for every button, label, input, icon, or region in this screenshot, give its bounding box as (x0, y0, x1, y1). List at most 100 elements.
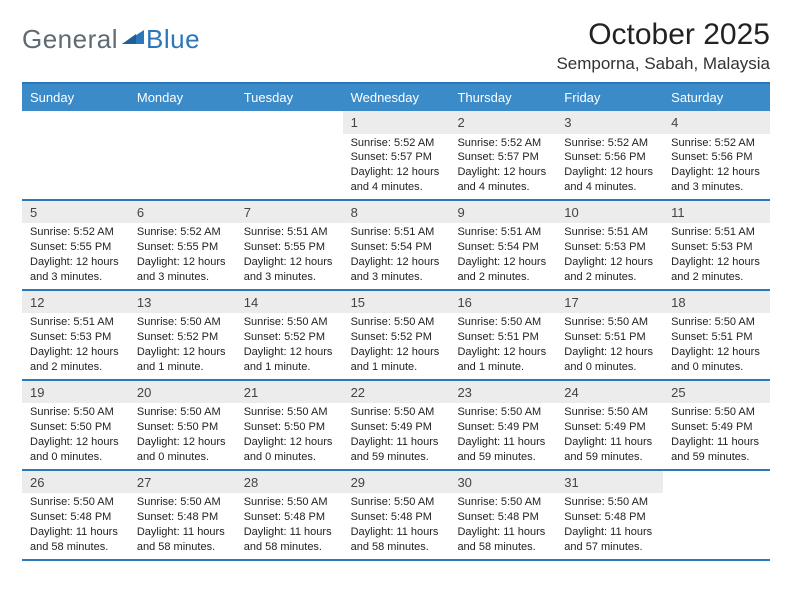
day-body: Sunrise: 5:50 AMSunset: 5:51 PMDaylight:… (663, 313, 770, 378)
day-number: 26 (22, 471, 129, 494)
sunrise-line: Sunrise: 5:51 AM (351, 225, 442, 240)
day-cell: 22Sunrise: 5:50 AMSunset: 5:49 PMDayligh… (343, 381, 450, 469)
sunrise-line: Sunrise: 5:51 AM (671, 225, 762, 240)
day-cell: 23Sunrise: 5:50 AMSunset: 5:49 PMDayligh… (449, 381, 556, 469)
week-row: 12Sunrise: 5:51 AMSunset: 5:53 PMDayligh… (22, 291, 770, 381)
day-cell: 5Sunrise: 5:52 AMSunset: 5:55 PMDaylight… (22, 201, 129, 289)
sunset-line: Sunset: 5:48 PM (564, 510, 655, 525)
sunrise-line: Sunrise: 5:50 AM (137, 315, 228, 330)
day-cell: 2Sunrise: 5:52 AMSunset: 5:57 PMDaylight… (449, 111, 556, 199)
daylight-line: Daylight: 12 hours and 1 minute. (244, 345, 335, 375)
day-number: 29 (343, 471, 450, 494)
day-cell: 18Sunrise: 5:50 AMSunset: 5:51 PMDayligh… (663, 291, 770, 379)
sunset-line: Sunset: 5:53 PM (30, 330, 121, 345)
sunset-line: Sunset: 5:55 PM (137, 240, 228, 255)
day-body: Sunrise: 5:52 AMSunset: 5:57 PMDaylight:… (343, 134, 450, 199)
sunrise-line: Sunrise: 5:50 AM (351, 405, 442, 420)
day-cell: 16Sunrise: 5:50 AMSunset: 5:51 PMDayligh… (449, 291, 556, 379)
day-body: Sunrise: 5:51 AMSunset: 5:55 PMDaylight:… (236, 223, 343, 288)
day-cell: 31Sunrise: 5:50 AMSunset: 5:48 PMDayligh… (556, 471, 663, 559)
sunrise-line: Sunrise: 5:50 AM (244, 405, 335, 420)
day-number: 12 (22, 291, 129, 314)
day-cell: . (663, 471, 770, 559)
day-body: Sunrise: 5:50 AMSunset: 5:50 PMDaylight:… (236, 403, 343, 468)
day-body: Sunrise: 5:50 AMSunset: 5:49 PMDaylight:… (343, 403, 450, 468)
day-number: 21 (236, 381, 343, 404)
day-body: Sunrise: 5:50 AMSunset: 5:48 PMDaylight:… (449, 493, 556, 558)
day-number: 1 (343, 111, 450, 134)
day-cell: 3Sunrise: 5:52 AMSunset: 5:56 PMDaylight… (556, 111, 663, 199)
day-cell: 14Sunrise: 5:50 AMSunset: 5:52 PMDayligh… (236, 291, 343, 379)
day-number: 15 (343, 291, 450, 314)
day-cell: 4Sunrise: 5:52 AMSunset: 5:56 PMDaylight… (663, 111, 770, 199)
day-cell: . (129, 111, 236, 199)
sunset-line: Sunset: 5:51 PM (457, 330, 548, 345)
daylight-line: Daylight: 11 hours and 58 minutes. (30, 525, 121, 555)
day-number: 11 (663, 201, 770, 224)
day-cell: 21Sunrise: 5:50 AMSunset: 5:50 PMDayligh… (236, 381, 343, 469)
daylight-line: Daylight: 11 hours and 57 minutes. (564, 525, 655, 555)
day-cell: 8Sunrise: 5:51 AMSunset: 5:54 PMDaylight… (343, 201, 450, 289)
sunrise-line: Sunrise: 5:50 AM (564, 315, 655, 330)
day-number: 14 (236, 291, 343, 314)
sunset-line: Sunset: 5:56 PM (564, 150, 655, 165)
day-number: 6 (129, 201, 236, 224)
day-cell: 15Sunrise: 5:50 AMSunset: 5:52 PMDayligh… (343, 291, 450, 379)
daylight-line: Daylight: 11 hours and 58 minutes. (137, 525, 228, 555)
sunrise-line: Sunrise: 5:50 AM (351, 315, 442, 330)
daylight-line: Daylight: 12 hours and 3 minutes. (671, 165, 762, 195)
daylight-line: Daylight: 12 hours and 0 minutes. (564, 345, 655, 375)
day-cell: 25Sunrise: 5:50 AMSunset: 5:49 PMDayligh… (663, 381, 770, 469)
sunset-line: Sunset: 5:52 PM (244, 330, 335, 345)
dow-label: Saturday (663, 84, 770, 111)
sunset-line: Sunset: 5:51 PM (564, 330, 655, 345)
sunrise-line: Sunrise: 5:50 AM (457, 495, 548, 510)
sunrise-line: Sunrise: 5:52 AM (137, 225, 228, 240)
day-number: 31 (556, 471, 663, 494)
dow-label: Wednesday (343, 84, 450, 111)
day-body: Sunrise: 5:50 AMSunset: 5:48 PMDaylight:… (556, 493, 663, 558)
sunset-line: Sunset: 5:55 PM (30, 240, 121, 255)
day-number: 10 (556, 201, 663, 224)
sunset-line: Sunset: 5:48 PM (244, 510, 335, 525)
day-body: Sunrise: 5:50 AMSunset: 5:50 PMDaylight:… (22, 403, 129, 468)
dow-label: Friday (556, 84, 663, 111)
sunset-line: Sunset: 5:50 PM (30, 420, 121, 435)
day-body: Sunrise: 5:52 AMSunset: 5:56 PMDaylight:… (663, 134, 770, 199)
day-body: Sunrise: 5:50 AMSunset: 5:50 PMDaylight:… (129, 403, 236, 468)
sunrise-line: Sunrise: 5:50 AM (137, 405, 228, 420)
day-number: 16 (449, 291, 556, 314)
day-number: 28 (236, 471, 343, 494)
day-cell: 27Sunrise: 5:50 AMSunset: 5:48 PMDayligh… (129, 471, 236, 559)
sunrise-line: Sunrise: 5:50 AM (244, 495, 335, 510)
daylight-line: Daylight: 11 hours and 59 minutes. (671, 435, 762, 465)
sunrise-line: Sunrise: 5:52 AM (351, 136, 442, 151)
sunset-line: Sunset: 5:53 PM (564, 240, 655, 255)
daylight-line: Daylight: 12 hours and 0 minutes. (244, 435, 335, 465)
day-body: Sunrise: 5:50 AMSunset: 5:52 PMDaylight:… (129, 313, 236, 378)
sunset-line: Sunset: 5:51 PM (671, 330, 762, 345)
day-number: 25 (663, 381, 770, 404)
day-number: 17 (556, 291, 663, 314)
day-number: 2 (449, 111, 556, 134)
sunrise-line: Sunrise: 5:52 AM (564, 136, 655, 151)
sunrise-line: Sunrise: 5:50 AM (30, 405, 121, 420)
day-number: 13 (129, 291, 236, 314)
day-number: 4 (663, 111, 770, 134)
day-cell: 11Sunrise: 5:51 AMSunset: 5:53 PMDayligh… (663, 201, 770, 289)
sunrise-line: Sunrise: 5:50 AM (457, 405, 548, 420)
day-number: 30 (449, 471, 556, 494)
day-body (236, 134, 343, 140)
day-cell: 17Sunrise: 5:50 AMSunset: 5:51 PMDayligh… (556, 291, 663, 379)
sunset-line: Sunset: 5:53 PM (671, 240, 762, 255)
sunset-line: Sunset: 5:48 PM (351, 510, 442, 525)
logo-triangle-icon (122, 28, 144, 44)
sunrise-line: Sunrise: 5:51 AM (564, 225, 655, 240)
daylight-line: Daylight: 12 hours and 2 minutes. (671, 255, 762, 285)
day-cell: 9Sunrise: 5:51 AMSunset: 5:54 PMDaylight… (449, 201, 556, 289)
day-number: 19 (22, 381, 129, 404)
day-body: Sunrise: 5:52 AMSunset: 5:55 PMDaylight:… (22, 223, 129, 288)
sunrise-line: Sunrise: 5:50 AM (564, 495, 655, 510)
day-body: Sunrise: 5:50 AMSunset: 5:51 PMDaylight:… (556, 313, 663, 378)
day-cell: 7Sunrise: 5:51 AMSunset: 5:55 PMDaylight… (236, 201, 343, 289)
